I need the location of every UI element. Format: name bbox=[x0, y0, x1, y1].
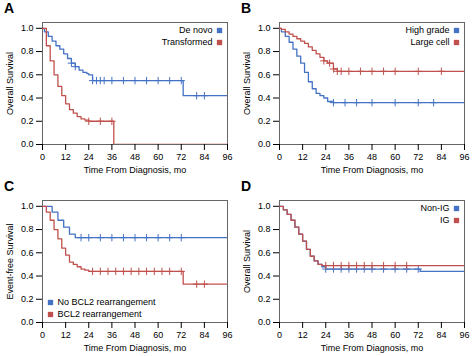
svg-text:24: 24 bbox=[84, 152, 94, 162]
svg-text:12: 12 bbox=[61, 152, 71, 162]
svg-text:48: 48 bbox=[367, 330, 377, 340]
svg-text:Transformed: Transformed bbox=[162, 37, 213, 47]
svg-text:0.0: 0.0 bbox=[21, 317, 34, 327]
svg-text:Time From Diagnosis, mo: Time From Diagnosis, mo bbox=[321, 343, 424, 353]
svg-text:Time From Diagnosis, mo: Time From Diagnosis, mo bbox=[321, 165, 424, 175]
html-text:A: A bbox=[4, 0, 15, 16]
svg-text:Non-IG: Non-IG bbox=[420, 203, 449, 213]
svg-text:36: 36 bbox=[107, 330, 117, 340]
svg-text:0.6: 0.6 bbox=[21, 248, 34, 258]
svg-text:Overall Survival: Overall Survival bbox=[5, 52, 15, 115]
svg-text:60: 60 bbox=[390, 152, 400, 162]
svg-text:1.0: 1.0 bbox=[21, 23, 34, 33]
svg-text:0.2: 0.2 bbox=[21, 294, 34, 304]
svg-text:0.4: 0.4 bbox=[21, 271, 34, 281]
svg-text:48: 48 bbox=[130, 152, 140, 162]
svg-text:84: 84 bbox=[436, 152, 446, 162]
svg-text:1.0: 1.0 bbox=[258, 201, 271, 211]
svg-text:72: 72 bbox=[176, 152, 186, 162]
svg-text:0.6: 0.6 bbox=[258, 248, 271, 258]
svg-text:De novo: De novo bbox=[179, 25, 213, 35]
svg-text:24: 24 bbox=[321, 152, 331, 162]
svg-text:12: 12 bbox=[298, 330, 308, 340]
svg-text:96: 96 bbox=[222, 152, 232, 162]
html-text:D: D bbox=[241, 178, 252, 194]
svg-text:0.4: 0.4 bbox=[21, 93, 34, 103]
svg-text:0.0: 0.0 bbox=[258, 317, 271, 327]
svg-text:0.4: 0.4 bbox=[258, 271, 271, 281]
svg-text:0.2: 0.2 bbox=[258, 294, 271, 304]
svg-text:0.2: 0.2 bbox=[21, 116, 34, 126]
svg-text:Event-free Survival: Event-free Survival bbox=[5, 223, 15, 299]
svg-text:12: 12 bbox=[61, 330, 71, 340]
svg-text:0.6: 0.6 bbox=[258, 70, 271, 80]
svg-text:96: 96 bbox=[459, 330, 469, 340]
svg-text:Overall Survival: Overall Survival bbox=[242, 52, 252, 115]
svg-text:36: 36 bbox=[107, 152, 117, 162]
svg-text:BCL2 rearrangement: BCL2 rearrangement bbox=[58, 309, 143, 319]
svg-text:72: 72 bbox=[413, 152, 423, 162]
svg-text:0.0: 0.0 bbox=[258, 139, 271, 149]
svg-text:0: 0 bbox=[277, 152, 282, 162]
svg-text:36: 36 bbox=[344, 152, 354, 162]
svg-text:0.4: 0.4 bbox=[258, 93, 271, 103]
svg-text:High grade: High grade bbox=[405, 25, 449, 35]
svg-text:72: 72 bbox=[176, 330, 186, 340]
html-text:B: B bbox=[241, 0, 252, 16]
svg-text:36: 36 bbox=[344, 330, 354, 340]
svg-text:0: 0 bbox=[40, 152, 45, 162]
svg-text:Time From Diagnosis, mo: Time From Diagnosis, mo bbox=[84, 343, 187, 353]
svg-text:Overall Survival: Overall Survival bbox=[242, 230, 252, 293]
svg-text:96: 96 bbox=[459, 152, 469, 162]
svg-text:1.0: 1.0 bbox=[21, 201, 34, 211]
svg-text:84: 84 bbox=[436, 330, 446, 340]
svg-text:84: 84 bbox=[199, 330, 209, 340]
svg-text:0.8: 0.8 bbox=[21, 224, 34, 234]
svg-text:0.8: 0.8 bbox=[258, 46, 271, 56]
svg-text:Large cell: Large cell bbox=[410, 37, 449, 47]
svg-text:24: 24 bbox=[84, 330, 94, 340]
svg-text:48: 48 bbox=[130, 330, 140, 340]
svg-text:0.6: 0.6 bbox=[21, 70, 34, 80]
html-text:C: C bbox=[4, 178, 15, 194]
svg-text:IG: IG bbox=[440, 215, 450, 225]
svg-text:24: 24 bbox=[321, 330, 331, 340]
svg-text:48: 48 bbox=[367, 152, 377, 162]
svg-text:0.2: 0.2 bbox=[258, 116, 271, 126]
svg-text:No BCL2 rearrangement: No BCL2 rearrangement bbox=[58, 297, 157, 307]
svg-text:96: 96 bbox=[222, 330, 232, 340]
svg-text:84: 84 bbox=[199, 152, 209, 162]
svg-text:60: 60 bbox=[153, 330, 163, 340]
svg-text:0: 0 bbox=[40, 330, 45, 340]
svg-text:60: 60 bbox=[153, 152, 163, 162]
svg-text:0.8: 0.8 bbox=[21, 46, 34, 56]
svg-text:72: 72 bbox=[413, 330, 423, 340]
svg-text:60: 60 bbox=[390, 330, 400, 340]
svg-text:0: 0 bbox=[277, 330, 282, 340]
svg-text:1.0: 1.0 bbox=[258, 23, 271, 33]
svg-text:0.0: 0.0 bbox=[21, 139, 34, 149]
svg-text:12: 12 bbox=[298, 152, 308, 162]
svg-text:Time From Diagnosis, mo: Time From Diagnosis, mo bbox=[84, 165, 187, 175]
svg-text:0.8: 0.8 bbox=[258, 224, 271, 234]
